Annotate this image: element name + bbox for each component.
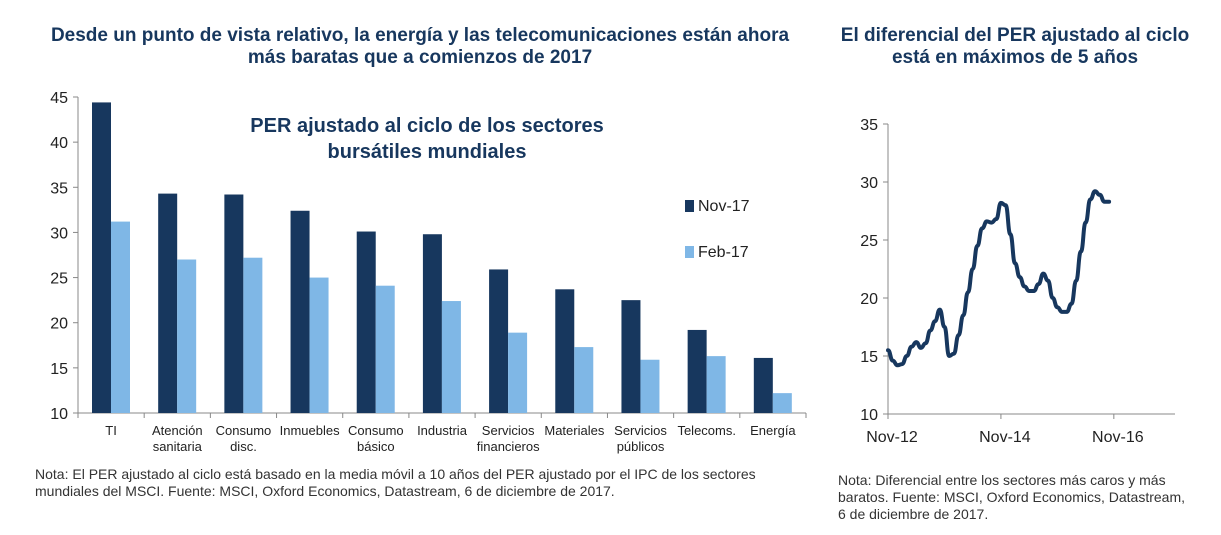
bar-category-label: Consumo <box>216 423 272 438</box>
bar-category-label: Inmuebles <box>280 423 340 438</box>
bar-nov17 <box>158 193 178 413</box>
bar-feb17 <box>706 356 726 413</box>
line-y-tick-label: 20 <box>860 291 878 308</box>
line-series-diferencial <box>886 189 1112 368</box>
bar-category-label: públicos <box>617 439 665 454</box>
bar-y-tick-label: 10 <box>50 406 68 423</box>
bar-chart-title: PER ajustado al ciclo de los sectores <box>250 115 603 137</box>
bar-nov17 <box>92 102 111 413</box>
bar-nov17 <box>224 194 244 413</box>
legend-label-feb17: Feb-17 <box>698 244 749 261</box>
line-y-tick-label: 10 <box>860 407 878 424</box>
bar-nov17 <box>621 300 641 413</box>
line-y-tick-label: 25 <box>860 233 878 250</box>
left-chart-note: Nota: El PER ajustado al ciclo está basa… <box>35 466 756 499</box>
bar-category-label: financieros <box>477 439 540 454</box>
bar-category-label: Telecoms. <box>677 423 736 438</box>
bar-category-label: sanitaria <box>153 439 203 454</box>
line-y-tick-label: 30 <box>860 175 878 192</box>
bar-y-tick-label: 40 <box>50 135 68 152</box>
bar-nov17 <box>753 357 773 413</box>
bar-category-label: básico <box>357 439 395 454</box>
bar-y-tick-label: 20 <box>50 316 68 333</box>
bar-feb17 <box>375 285 395 413</box>
bar-category-label: Materiales <box>544 423 604 438</box>
bar-nov17 <box>356 231 376 413</box>
bar-feb17 <box>243 257 263 413</box>
bar-nov17 <box>422 234 442 413</box>
line-x-tick-label: Nov-14 <box>979 429 1031 446</box>
bar-y-tick-label: 15 <box>50 361 68 378</box>
bar-feb17 <box>640 359 660 413</box>
left-chart-heading: Desde un punto de vista relativo, la ene… <box>50 25 790 68</box>
legend-swatch-feb17 <box>685 246 694 258</box>
bar-y-tick-label: 30 <box>50 225 68 242</box>
bar-category-label: Energía <box>750 423 796 438</box>
bar-category-label: Industria <box>417 423 468 438</box>
bar-feb17 <box>177 259 197 413</box>
bar-category-label: Servicios <box>614 423 667 438</box>
bar-feb17 <box>309 277 329 413</box>
right-chart-note: Nota: Diferencial entre los sectores más… <box>838 472 1186 522</box>
line-y-tick-label: 15 <box>860 349 878 366</box>
bar-category-label: Servicios <box>482 423 535 438</box>
bar-chart-title: bursátiles mundiales <box>328 141 527 163</box>
bar-category-label: Consumo <box>348 423 404 438</box>
bar-y-tick-label: 45 <box>50 90 68 107</box>
legend-swatch-nov17 <box>685 200 694 212</box>
bar-nov17 <box>555 289 575 413</box>
bar-category-label: disc. <box>230 439 257 454</box>
bar-nov17 <box>687 329 707 413</box>
line-x-tick-label: Nov-12 <box>866 429 918 446</box>
bar-feb17 <box>574 347 594 413</box>
bar-feb17 <box>441 301 461 413</box>
bar-category-label: TI <box>105 423 117 438</box>
bar-category-label: Atención <box>152 423 203 438</box>
bar-nov17 <box>290 210 310 413</box>
bar-feb17 <box>111 221 130 413</box>
bar-nov17 <box>489 269 509 413</box>
bar-feb17 <box>772 393 792 413</box>
line-y-tick-label: 35 <box>860 117 878 134</box>
bar-feb17 <box>508 332 528 413</box>
line-x-tick-label: Nov-16 <box>1092 429 1144 446</box>
legend-label-nov17: Nov-17 <box>698 198 750 215</box>
bar-y-tick-label: 25 <box>50 271 68 288</box>
right-chart-heading: El diferencial del PER ajustado al ciclo… <box>840 25 1190 68</box>
bar-y-tick-label: 35 <box>50 180 68 197</box>
